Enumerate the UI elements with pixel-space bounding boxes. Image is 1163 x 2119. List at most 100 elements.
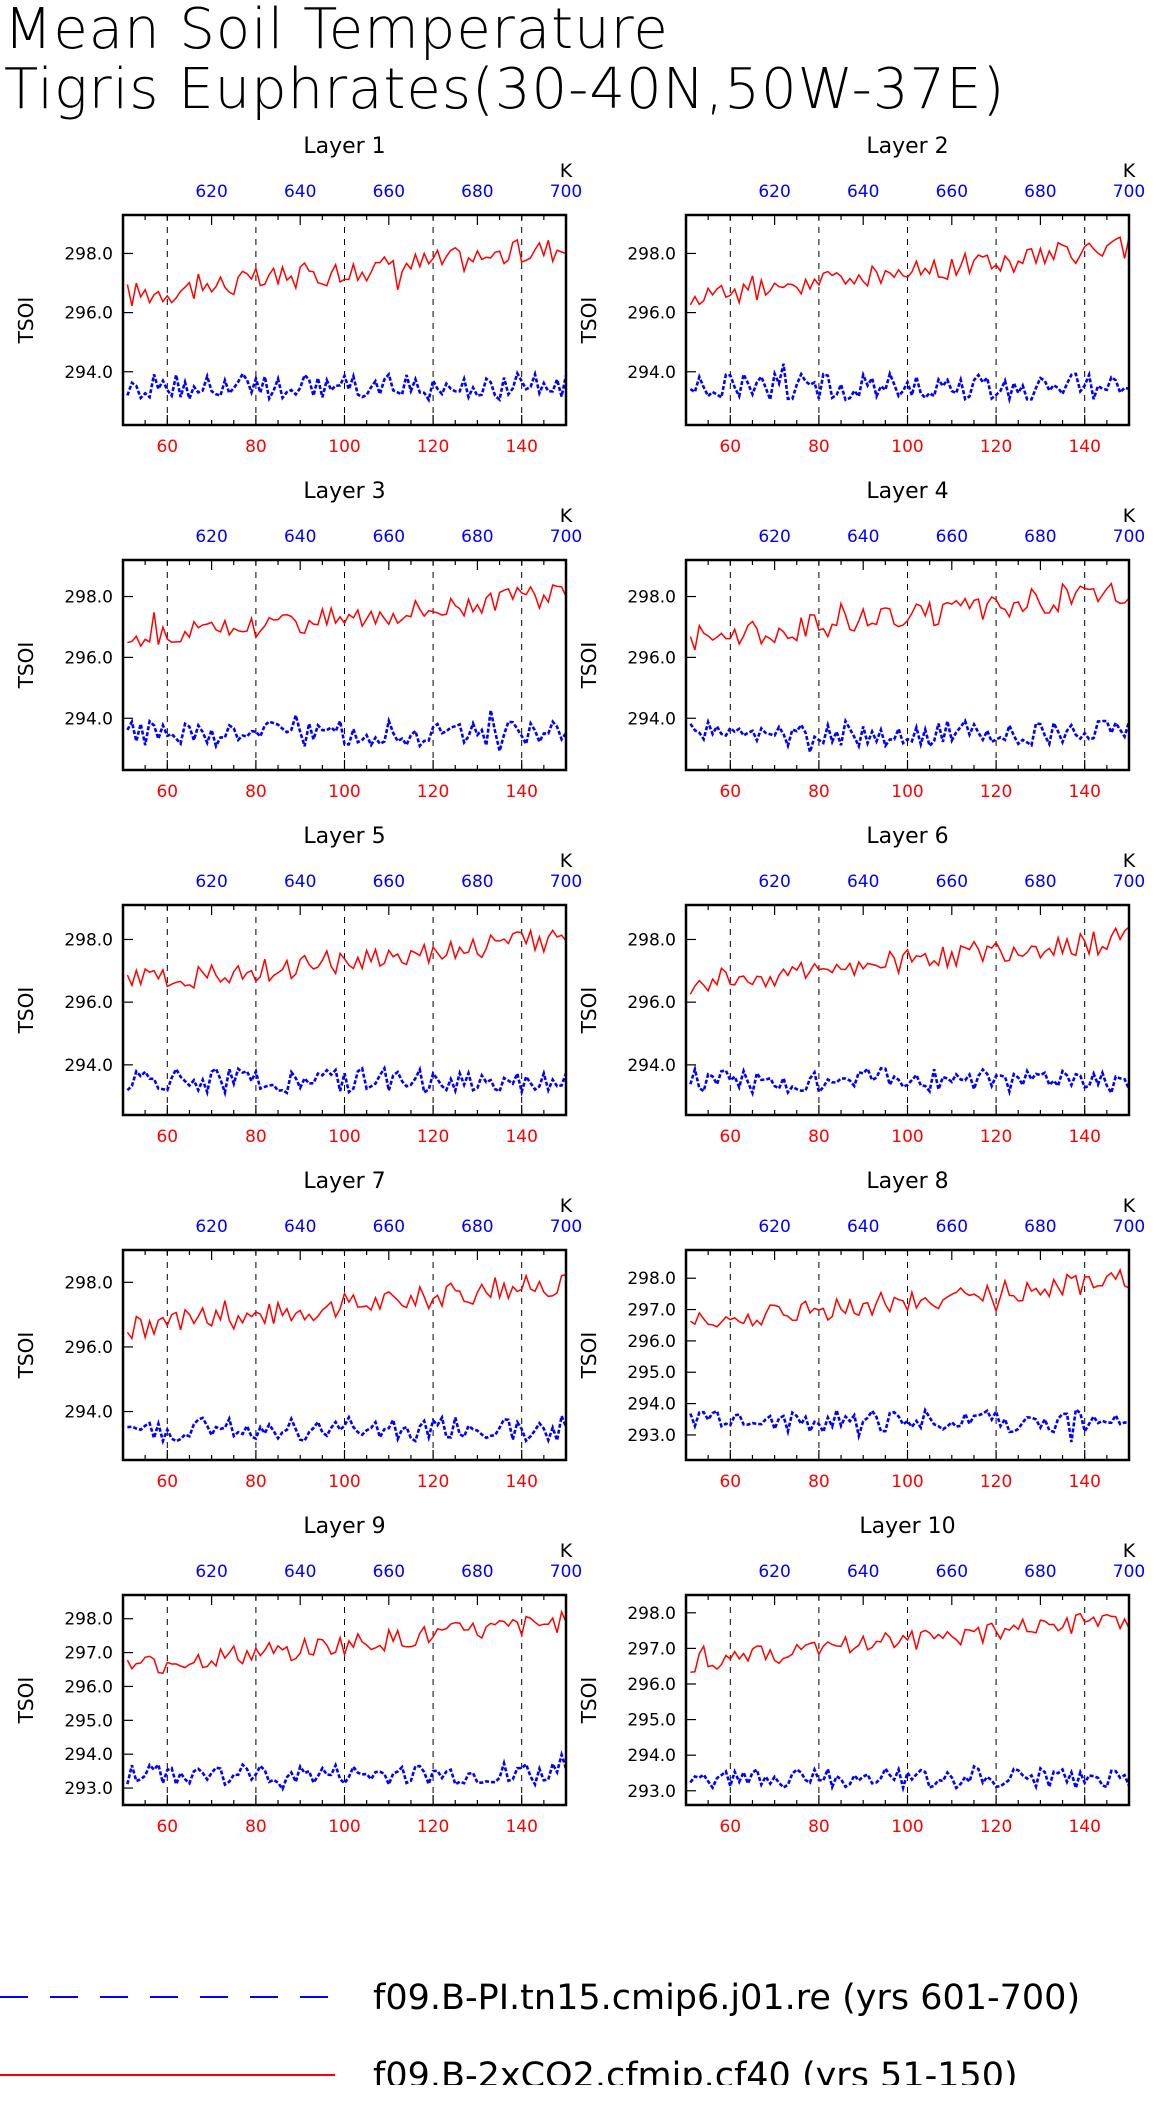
x-top-tick-label: 680 xyxy=(1024,872,1056,892)
y-tick-label: 294.0 xyxy=(64,1056,113,1076)
series-line-ctl xyxy=(689,1405,1130,1443)
y-tick-label: 298.0 xyxy=(64,588,113,608)
x-tick-label: 60 xyxy=(156,1817,178,1837)
x-tick-label: 140 xyxy=(1068,782,1100,802)
y-tick-label: 298.0 xyxy=(627,588,676,608)
x-top-unit: K xyxy=(560,505,573,527)
x-top-tick-label: 620 xyxy=(195,1562,227,1582)
chart-title: Layer 10 xyxy=(859,1514,955,1539)
x-top-tick-label: 620 xyxy=(758,182,790,202)
x-top-tick-label: 660 xyxy=(373,527,405,547)
y-tick-label: 297.0 xyxy=(627,1639,676,1659)
x-tick-label: 100 xyxy=(328,782,360,802)
y-tick-label: 295.0 xyxy=(64,1711,113,1731)
y-axis-label: TSOI xyxy=(14,297,38,345)
x-top-tick-label: 620 xyxy=(758,1562,790,1582)
x-tick-label: 140 xyxy=(1068,1127,1100,1147)
x-tick-label: 120 xyxy=(417,1472,449,1492)
series-line-exp xyxy=(689,236,1130,306)
x-tick-label: 100 xyxy=(328,1127,360,1147)
chart-title: Layer 7 xyxy=(303,1169,385,1194)
x-tick-label: 120 xyxy=(980,1817,1012,1837)
y-axis-label: TSOI xyxy=(14,1332,38,1380)
y-tick-label: 298.0 xyxy=(627,930,676,950)
x-tick-label: 80 xyxy=(245,1127,267,1147)
legend-label-ctl: f09.B-PI.tn15.cmip6.j01.re (yrs 601-700) xyxy=(373,1978,1080,2018)
chart-title: Layer 5 xyxy=(303,824,385,849)
series-line-ctl xyxy=(127,1411,568,1446)
x-tick-label: 140 xyxy=(505,1817,537,1837)
y-tick-label: 298.0 xyxy=(64,1273,113,1293)
x-top-tick-label: 700 xyxy=(550,182,582,202)
x-top-tick-label: 680 xyxy=(1024,1562,1056,1582)
figure-subtitle: Tigris Euphrates(30-40N,50W-37E) xyxy=(4,57,1006,122)
x-top-tick-label: 700 xyxy=(550,1562,582,1582)
series-line-exp xyxy=(690,1612,1130,1674)
x-top-tick-label: 700 xyxy=(1113,1217,1145,1237)
chart-title: Layer 1 xyxy=(303,134,385,159)
x-tick-label: 100 xyxy=(328,1472,360,1492)
y-tick-label: 296.0 xyxy=(64,993,113,1013)
series-line-exp xyxy=(689,582,1130,651)
x-top-tick-label: 640 xyxy=(284,182,316,202)
plot-frame xyxy=(684,903,1131,1117)
chart-title: Layer 6 xyxy=(866,824,948,849)
y-tick-label: 298.0 xyxy=(627,1604,676,1624)
x-tick-label: 60 xyxy=(156,1127,178,1147)
x-top-tick-label: 620 xyxy=(195,527,227,547)
x-top-tick-label: 640 xyxy=(847,1562,879,1582)
series-line-ctl xyxy=(689,717,1131,758)
plot-frame xyxy=(684,1248,1131,1462)
x-top-tick-label: 620 xyxy=(758,1217,790,1237)
y-tick-label: 296.0 xyxy=(627,1675,676,1695)
x-top-tick-label: 700 xyxy=(1113,872,1145,892)
chart-title: Layer 3 xyxy=(303,479,385,504)
x-top-tick-label: 640 xyxy=(284,1562,316,1582)
x-tick-label: 120 xyxy=(417,1127,449,1147)
x-tick-label: 80 xyxy=(808,1817,830,1837)
x-top-tick-label: 640 xyxy=(847,872,879,892)
x-top-tick-label: 680 xyxy=(461,182,493,202)
x-top-tick-label: 640 xyxy=(284,1217,316,1237)
x-tick-label: 120 xyxy=(980,782,1012,802)
x-top-tick-label: 680 xyxy=(461,527,493,547)
y-tick-label: 296.0 xyxy=(627,648,676,668)
figure-title: Mean Soil Temperature xyxy=(4,0,669,62)
y-tick-label: 294.0 xyxy=(64,709,113,729)
series-line-ctl xyxy=(126,709,568,752)
x-top-tick-label: 660 xyxy=(936,527,968,547)
plot-frame xyxy=(121,213,568,427)
x-top-tick-label: 700 xyxy=(550,1217,582,1237)
x-top-unit: K xyxy=(560,160,573,182)
y-tick-label: 293.0 xyxy=(627,1782,676,1802)
series-line-ctl xyxy=(126,369,568,404)
series-line-ctl xyxy=(689,1764,1131,1793)
y-tick-label: 298.0 xyxy=(64,244,113,264)
x-tick-label: 60 xyxy=(719,1472,741,1492)
y-tick-label: 296.0 xyxy=(64,1338,113,1358)
chart-title: Layer 8 xyxy=(866,1169,948,1194)
y-tick-label: 297.0 xyxy=(627,1301,676,1321)
x-tick-label: 100 xyxy=(891,1817,923,1837)
x-tick-label: 140 xyxy=(1068,1817,1100,1837)
x-top-tick-label: 620 xyxy=(758,527,790,547)
x-top-tick-label: 620 xyxy=(758,872,790,892)
x-top-tick-label: 700 xyxy=(550,527,582,547)
y-axis-label: TSOI xyxy=(577,1332,601,1380)
x-tick-label: 100 xyxy=(891,782,923,802)
x-tick-label: 60 xyxy=(156,782,178,802)
x-top-unit: K xyxy=(560,1195,573,1217)
x-tick-label: 100 xyxy=(891,1127,923,1147)
series-line-exp xyxy=(127,584,567,648)
series-line-ctl xyxy=(689,1064,1131,1098)
x-tick-label: 100 xyxy=(891,437,923,457)
y-tick-label: 298.0 xyxy=(627,1269,676,1289)
y-tick-label: 295.0 xyxy=(627,1711,676,1731)
x-tick-label: 120 xyxy=(417,782,449,802)
x-tick-label: 140 xyxy=(505,1127,537,1147)
